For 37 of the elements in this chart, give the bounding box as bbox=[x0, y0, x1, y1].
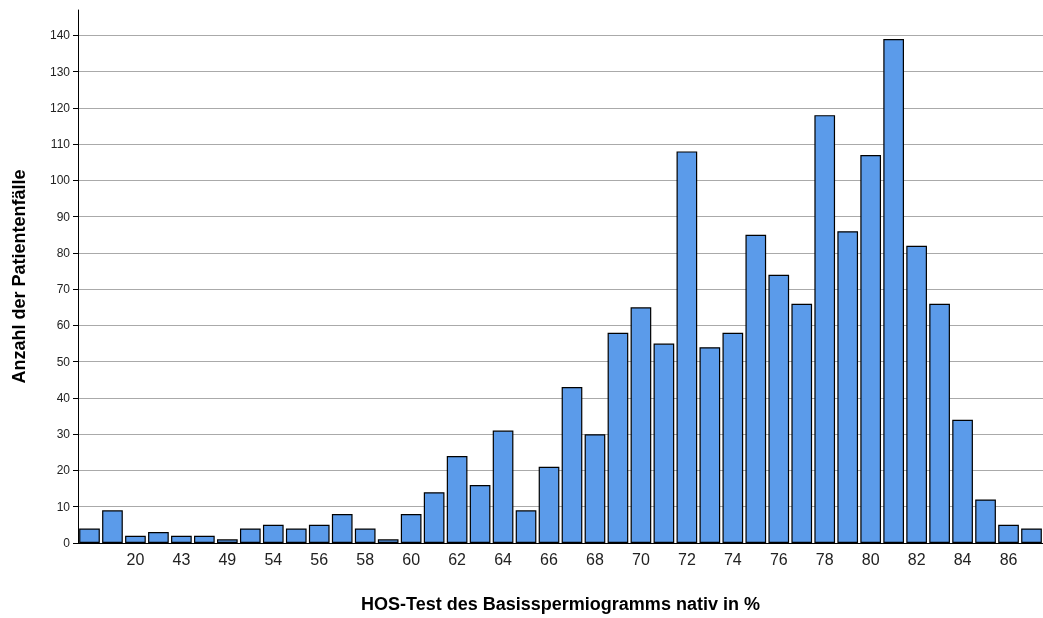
x-tick-label: 70 bbox=[632, 550, 650, 568]
y-tick-label: 140 bbox=[49, 28, 71, 43]
x-axis-title: HOS-Test des Basisspermiogramms nativ in % bbox=[361, 594, 760, 614]
y-tick-label: 120 bbox=[49, 100, 71, 115]
x-tick-label: 80 bbox=[861, 550, 880, 568]
y-tick-label: 100 bbox=[49, 173, 71, 188]
y-tick-label: 10 bbox=[56, 499, 71, 514]
x-tick-label: 66 bbox=[540, 550, 559, 568]
y-tick-label: 90 bbox=[56, 209, 71, 224]
y-tick-label: 20 bbox=[56, 463, 71, 478]
y-tick-label: 0 bbox=[63, 536, 71, 550]
x-tick-label: 43 bbox=[172, 550, 191, 568]
x-tick-label: 76 bbox=[769, 550, 788, 568]
x-tick-label: 58 bbox=[356, 550, 375, 568]
x-tick-label: 64 bbox=[494, 550, 513, 568]
x-tick-label: 54 bbox=[264, 550, 283, 568]
y-tick-label: 110 bbox=[50, 137, 71, 152]
x-tick-label: 84 bbox=[953, 550, 972, 568]
y-tick-label: 40 bbox=[56, 390, 71, 405]
x-tick-label: 72 bbox=[677, 550, 696, 568]
x-tick-label: 62 bbox=[448, 550, 467, 568]
x-tick-label: 78 bbox=[815, 550, 834, 568]
x-tick-label: 56 bbox=[310, 550, 329, 568]
x-tick-label: 68 bbox=[586, 550, 604, 568]
y-tick-label: 30 bbox=[56, 427, 71, 442]
x-tick-label: 86 bbox=[999, 550, 1018, 568]
x-tick-label: 20 bbox=[126, 550, 145, 568]
y-tick-label: 70 bbox=[56, 282, 71, 297]
y-tick-label: 80 bbox=[56, 245, 71, 260]
y-tick-label: 60 bbox=[56, 318, 71, 333]
x-tick-label: 60 bbox=[402, 550, 421, 568]
y-axis-title: Anzahl der Patientenfälle bbox=[9, 169, 29, 384]
y-tick-label: 50 bbox=[56, 354, 71, 369]
x-tick-label: 49 bbox=[218, 550, 237, 568]
x-tick-label: 74 bbox=[723, 550, 742, 568]
x-tick-label: 82 bbox=[907, 550, 926, 568]
y-tick-label: 130 bbox=[49, 64, 71, 79]
